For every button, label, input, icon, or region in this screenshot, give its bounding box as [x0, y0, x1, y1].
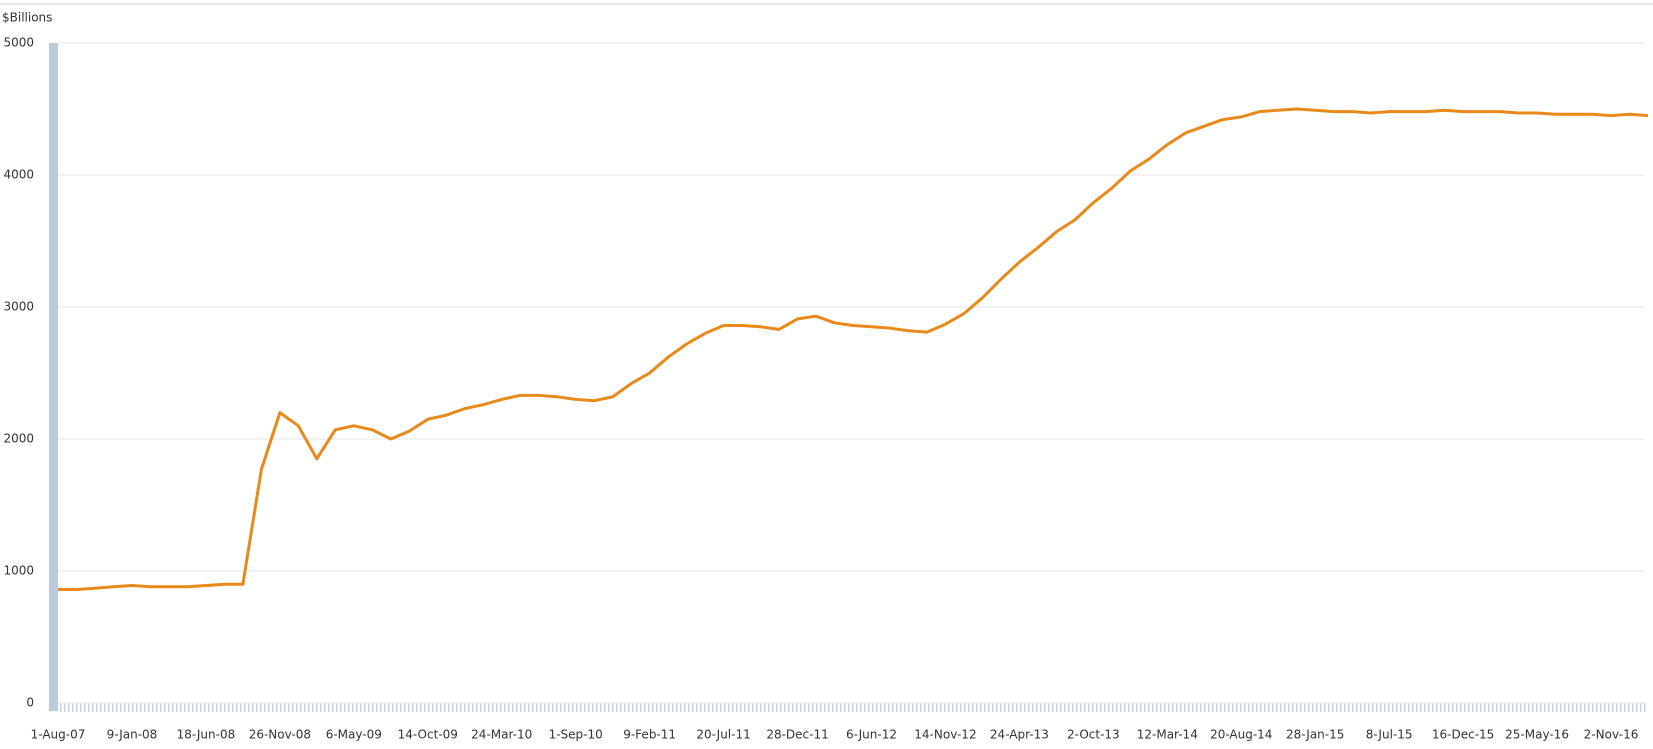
- x-tick-label: 24-Apr-13: [990, 728, 1049, 742]
- y-tick-label: 1000: [3, 564, 34, 578]
- y-axis-label: $Billions: [2, 11, 52, 25]
- x-tick-label: 18-Jun-08: [177, 728, 236, 742]
- x-tick-label: 20-Aug-14: [1210, 728, 1272, 742]
- x-tick-label: 25-May-16: [1505, 728, 1569, 742]
- y-tick-label: 2000: [3, 432, 34, 446]
- x-tick-label: 20-Jul-11: [696, 728, 750, 742]
- x-tick-label: 9-Jan-08: [107, 728, 158, 742]
- y-tick-label: 3000: [3, 300, 34, 314]
- x-tick-label: 9-Feb-11: [623, 728, 676, 742]
- x-tick-label: 24-Mar-10: [471, 728, 532, 742]
- x-tick-label: 14-Oct-09: [398, 728, 458, 742]
- x-tick-label: 2-Oct-13: [1067, 728, 1120, 742]
- x-tick-label: 16-Dec-15: [1432, 728, 1494, 742]
- y-axis-bar: [49, 43, 58, 711]
- x-tick-label: 26-Nov-08: [249, 728, 311, 742]
- x-tick-label: 12-Mar-14: [1137, 728, 1198, 742]
- x-tick-label: 6-Jun-12: [846, 728, 897, 742]
- x-tick-label: 6-May-09: [326, 728, 382, 742]
- x-tick-label: 8-Jul-15: [1366, 728, 1413, 742]
- x-tick-label: 1-Aug-07: [31, 728, 86, 742]
- x-tick-label: 28-Jan-15: [1286, 728, 1344, 742]
- data-line: [58, 107, 1649, 591]
- x-tick-label: 2-Nov-16: [1584, 728, 1639, 742]
- y-tick-label: 5000: [3, 36, 34, 50]
- x-tick-label: 28-Dec-11: [766, 728, 828, 742]
- x-tick-label: 1-Sep-10: [549, 728, 603, 742]
- y-tick-label: 4000: [3, 168, 34, 182]
- x-tick-label: 14-Nov-12: [914, 728, 976, 742]
- y-tick-label: 0: [26, 696, 34, 710]
- x-axis-strip: [58, 703, 1648, 712]
